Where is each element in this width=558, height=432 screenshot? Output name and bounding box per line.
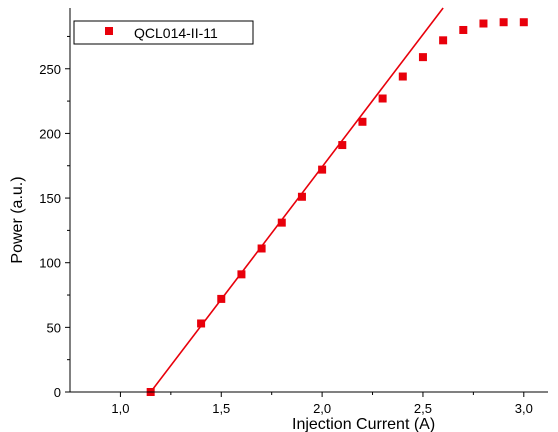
data-point bbox=[378, 94, 387, 103]
x-tick-label: 2,5 bbox=[414, 401, 432, 416]
points-layer bbox=[146, 18, 528, 396]
y-tick-label: 250 bbox=[39, 62, 61, 77]
data-point bbox=[459, 25, 468, 34]
y-tick-label: 200 bbox=[39, 126, 61, 141]
data-point bbox=[338, 141, 347, 150]
data-point bbox=[237, 270, 246, 279]
legend-marker bbox=[105, 27, 113, 35]
y-tick-label: 150 bbox=[39, 191, 61, 206]
data-point bbox=[479, 19, 488, 28]
fit-layer bbox=[150, 7, 444, 393]
data-point bbox=[439, 36, 448, 45]
data-point bbox=[519, 18, 528, 27]
axes-layer: 0 50 100 150 200 250 1,0 1,5 2,0 2,5 3,0 bbox=[39, 8, 548, 416]
data-point bbox=[318, 165, 327, 174]
y-axis-title: Power (a.u.) bbox=[9, 176, 26, 263]
legend-label: QCL014-II-11 bbox=[134, 25, 218, 41]
x-tick-label: 2,0 bbox=[313, 401, 331, 416]
data-point bbox=[398, 72, 407, 81]
data-point bbox=[257, 244, 266, 253]
x-tick-label: 3,0 bbox=[515, 401, 533, 416]
x-axis-title: Injection Current (A) bbox=[292, 416, 435, 432]
data-point bbox=[197, 319, 206, 328]
data-point bbox=[297, 192, 306, 201]
x-tick-label: 1,5 bbox=[212, 401, 230, 416]
data-point bbox=[217, 294, 226, 303]
data-point bbox=[499, 18, 508, 27]
x-tick-label: 1,0 bbox=[111, 401, 129, 416]
y-tick-label: 50 bbox=[47, 320, 61, 335]
y-tick-label: 0 bbox=[54, 385, 61, 400]
data-point bbox=[418, 53, 427, 62]
y-tick-label: 100 bbox=[39, 256, 61, 271]
data-point bbox=[358, 117, 367, 126]
legend: QCL014-II-11 bbox=[73, 20, 254, 45]
fit-line bbox=[150, 7, 444, 393]
legend-box bbox=[73, 20, 254, 45]
data-point bbox=[277, 218, 286, 227]
